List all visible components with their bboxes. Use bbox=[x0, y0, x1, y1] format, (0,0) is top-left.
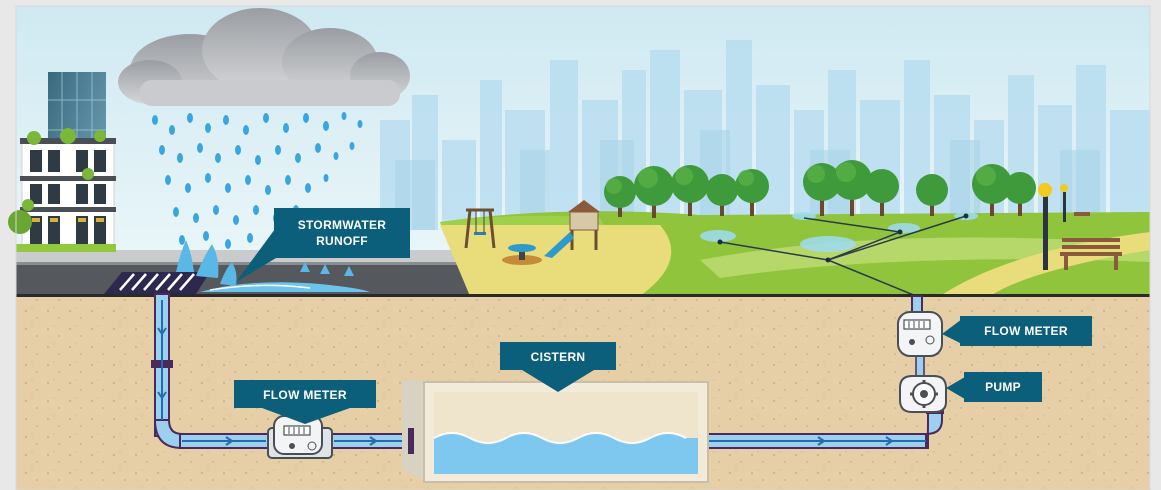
flow-arrows bbox=[157, 300, 926, 446]
pump-label: PUMP bbox=[946, 372, 1042, 402]
raindrops bbox=[152, 112, 363, 249]
flow-meter-left-label: FLOW METER bbox=[234, 380, 376, 424]
flow-meter-right-label: FLOW METER bbox=[942, 316, 1092, 346]
apartment-building bbox=[8, 128, 116, 253]
runoff-water bbox=[176, 240, 370, 292]
stormwater-runoff-text-line1: STORMWATER bbox=[298, 218, 387, 232]
park-bench bbox=[1060, 238, 1122, 270]
pump-gear-icon bbox=[899, 375, 947, 413]
flow-meter-left-text: FLOW METER bbox=[263, 388, 347, 402]
flow-meter-right-text: FLOW METER bbox=[984, 324, 1068, 338]
park-trees bbox=[604, 160, 1036, 218]
rain-cloud-icon bbox=[118, 8, 410, 106]
stormwater-runoff-label: STORMWATER RUNOFF bbox=[236, 208, 410, 282]
playground bbox=[464, 200, 600, 265]
pump-text: PUMP bbox=[985, 380, 1021, 394]
cistern bbox=[402, 380, 709, 483]
cistern-text: CISTERN bbox=[531, 350, 586, 364]
park-grass bbox=[16, 211, 1150, 296]
stormwater-runoff-text-line2: RUNOFF bbox=[316, 234, 368, 248]
storm-drain-grate bbox=[104, 272, 210, 294]
cistern-label: CISTERN bbox=[500, 342, 616, 392]
flow-meter-right-icon bbox=[897, 311, 943, 357]
lamp-posts bbox=[1038, 183, 1068, 270]
